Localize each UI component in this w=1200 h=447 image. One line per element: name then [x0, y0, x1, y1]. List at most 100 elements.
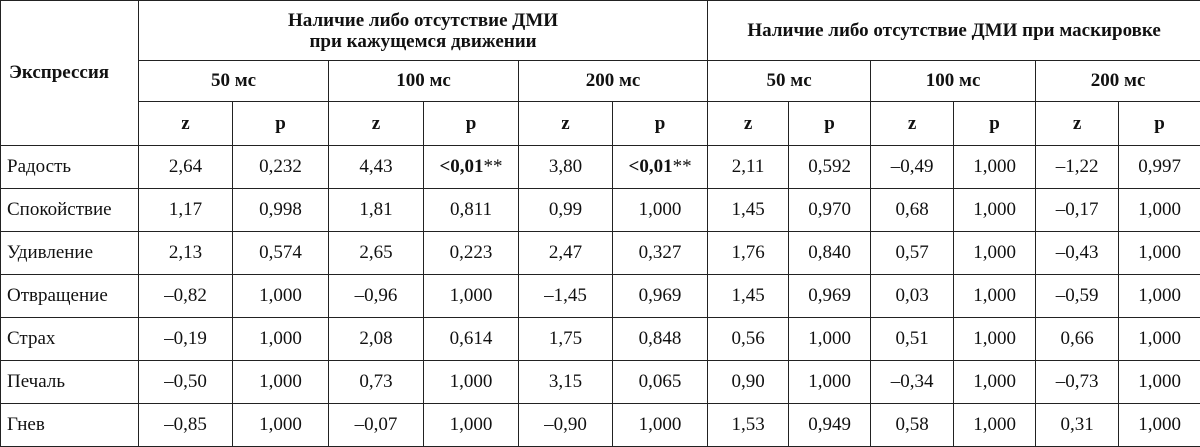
cell: 1,000	[423, 360, 519, 404]
cell: 1,000	[611, 403, 709, 447]
cell: 0,51	[870, 317, 955, 361]
cell: 0,998	[232, 188, 329, 232]
cell: <0,01**	[611, 145, 709, 189]
cell: –1,22	[1035, 145, 1120, 189]
duration-header: 50 мс	[138, 60, 329, 102]
cell: 0,614	[423, 317, 519, 361]
significance-mark: **	[483, 156, 503, 177]
cell: 0,03	[870, 274, 955, 318]
cell: 1,000	[953, 403, 1037, 447]
cell: 1,53	[707, 403, 790, 447]
data-row: Спокойствие 1,17 0,998 1,81 0,811 0,99 1,000 1,…	[0, 188, 1200, 232]
cell: 1,000	[232, 360, 329, 404]
row-label: Отвращение	[0, 274, 139, 318]
header-line: Наличие либо отсутствие ДМИ	[288, 9, 559, 31]
cell-value: <0,01	[439, 156, 484, 177]
cell: 2,13	[138, 231, 233, 275]
cell: –0,49	[870, 145, 955, 189]
cell: 4,43	[328, 145, 424, 189]
cell: 0,574	[232, 231, 329, 275]
cell: 0,969	[788, 274, 872, 318]
cell: 1,000	[788, 317, 872, 361]
cell: 0,811	[423, 188, 519, 232]
cell: 2,65	[328, 231, 424, 275]
sub-header: p	[232, 101, 329, 146]
cell: –0,96	[328, 274, 424, 318]
significance-mark: **	[672, 156, 692, 177]
cell: –0,73	[1035, 360, 1120, 404]
cell: 1,000	[611, 188, 709, 232]
row-label: Печаль	[0, 360, 139, 404]
cell: 2,11	[707, 145, 790, 189]
header-line: Наличие либо отсутствие ДМИ при маскиров…	[747, 20, 1161, 41]
cell: 0,065	[611, 360, 709, 404]
row-label: Страх	[0, 317, 139, 361]
group-header: Наличие либо отсутствие ДМИ при кажущемся…	[137, 0, 709, 61]
cell: 1,000	[1118, 274, 1200, 318]
cell: 0,66	[1035, 317, 1120, 361]
cell: 0,232	[232, 145, 329, 189]
cell: 1,000	[1118, 317, 1200, 361]
data-row: Печаль –0,50 1,000 0,73 1,000 3,15 0,065 0,90 1,…	[0, 360, 1200, 404]
cell: 1,000	[423, 274, 519, 318]
sub-header: p	[423, 101, 519, 146]
cell: –1,45	[518, 274, 613, 318]
cell-value: <0,01	[628, 156, 673, 177]
cell: 0,970	[788, 188, 872, 232]
cell: 1,000	[953, 274, 1037, 318]
cell: –0,90	[518, 403, 613, 447]
cell: 2,64	[138, 145, 233, 189]
sub-header: z	[138, 101, 233, 146]
header-row: Экспрессия Наличие либо отсутствие ДМИ при…	[0, 0, 1200, 146]
cell: 0,56	[707, 317, 790, 361]
cell: 0,99	[518, 188, 613, 232]
cell: 1,000	[1118, 403, 1200, 447]
cell: 0,31	[1035, 403, 1120, 447]
sub-header: p	[611, 101, 709, 146]
row-label: Радость	[0, 145, 139, 189]
cell: –0,59	[1035, 274, 1120, 318]
cell: 0,58	[870, 403, 955, 447]
sub-header: p	[788, 101, 872, 146]
duration-header: 200 мс	[517, 60, 709, 102]
cell: 1,000	[232, 317, 329, 361]
cell: 1,76	[707, 231, 790, 275]
cell: –0,17	[1035, 188, 1120, 232]
cell: 1,000	[1118, 231, 1200, 275]
cell: 3,15	[518, 360, 613, 404]
sub-header: z	[707, 101, 790, 146]
cell: <0,01**	[423, 145, 519, 189]
cell: –0,43	[1035, 231, 1120, 275]
row-label: Гнев	[0, 403, 139, 447]
cell: –0,07	[328, 403, 424, 447]
cell: 1,000	[1118, 360, 1200, 404]
cell: 0,68	[870, 188, 955, 232]
header-row: 50 мс 100 мс 200 мс 50 мс 100 мс 200 мс	[1, 60, 1200, 102]
sub-header: z	[1035, 101, 1120, 146]
cell: 1,75	[518, 317, 613, 361]
cell: 0,73	[328, 360, 424, 404]
cell: 3,80	[518, 145, 613, 189]
cell: 1,000	[953, 231, 1037, 275]
row-label: Удивление	[0, 231, 139, 275]
sub-header: p	[1118, 101, 1200, 146]
sub-header: p	[953, 101, 1037, 146]
cell: 0,949	[788, 403, 872, 447]
cell: 0,592	[788, 145, 872, 189]
data-row: Отвращение –0,82 1,000 –0,96 1,000 –1,45 0,969…	[0, 274, 1200, 318]
cell: 2,08	[328, 317, 424, 361]
cell: 1,81	[328, 188, 424, 232]
sub-header: z	[328, 101, 424, 146]
cell: 0,848	[611, 317, 709, 361]
cell: 0,327	[611, 231, 709, 275]
cell: 0,840	[788, 231, 872, 275]
cell: 0,997	[1118, 145, 1200, 189]
cell: –0,82	[138, 274, 233, 318]
duration-header: 50 мс	[707, 60, 872, 102]
sub-header: z	[870, 101, 955, 146]
header-line: при кажущемся движении	[309, 30, 537, 52]
data-row: Радость 2,64 0,232 4,43 <0,01** 3,80 <0,01** 2,…	[0, 145, 1200, 189]
cell: 0,223	[423, 231, 519, 275]
